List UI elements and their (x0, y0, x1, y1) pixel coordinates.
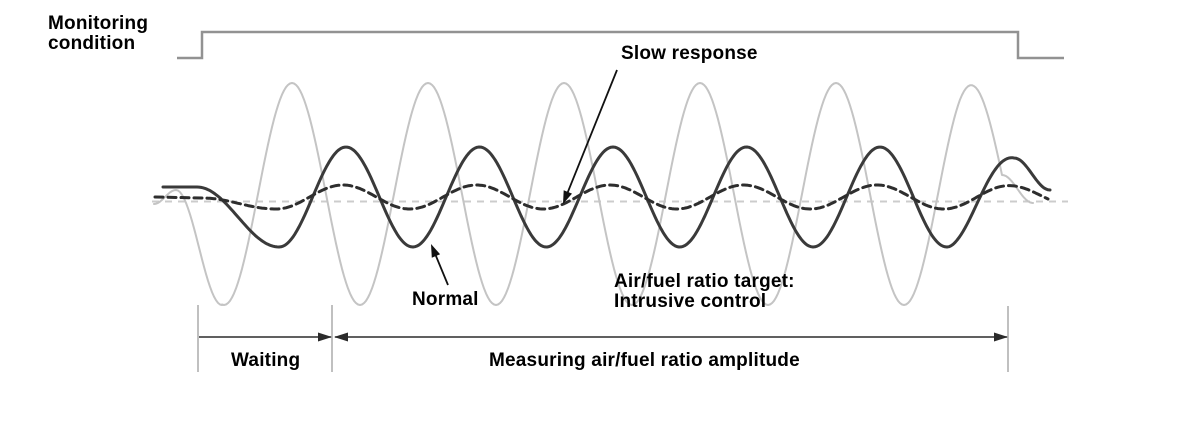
waiting-span-arrow-right-head (318, 332, 332, 342)
normal-wave (161, 145, 1052, 249)
measuring-span-arrow-right-head (994, 332, 1008, 342)
monitoring-condition-label: Monitoring condition (48, 13, 149, 54)
measuring-label: Measuring air/fuel ratio amplitude (489, 350, 800, 371)
normal-pointer-head (431, 244, 441, 258)
slow-response-pointer-head (563, 190, 572, 204)
slow-response-wave (153, 183, 1050, 211)
measuring-span-arrow-left-head (334, 332, 348, 342)
slow-response-pointer (565, 69, 618, 196)
waiting-label: Waiting (231, 350, 301, 371)
target-intrusive-wave (153, 82, 1034, 306)
slow-response-label: Slow response (621, 43, 758, 64)
air-fuel-target-label: Air/fuel ratio target: Intrusive control (614, 271, 795, 312)
monitoring-condition-step (177, 30, 1064, 60)
normal-label: Normal (412, 289, 479, 310)
normal-pointer (433, 251, 449, 286)
